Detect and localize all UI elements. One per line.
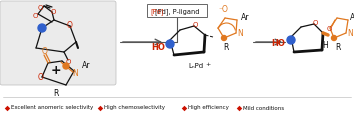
Text: R: R	[223, 42, 229, 52]
FancyBboxPatch shape	[147, 4, 207, 17]
Circle shape	[38, 24, 46, 32]
Text: +: +	[51, 64, 61, 77]
Circle shape	[331, 35, 337, 40]
Text: High efficiency: High efficiency	[188, 106, 229, 111]
Text: HO: HO	[271, 40, 285, 49]
Text: O: O	[42, 47, 48, 57]
Text: [Pd], P-ligand: [Pd], P-ligand	[155, 8, 199, 15]
Text: H: H	[322, 40, 328, 50]
Text: LₙPd: LₙPd	[188, 63, 204, 69]
Text: O: O	[65, 59, 71, 65]
Text: N: N	[237, 30, 243, 39]
Text: Ar: Ar	[241, 13, 249, 22]
Text: ⁻O: ⁻O	[218, 5, 228, 15]
Text: HO: HO	[151, 44, 165, 52]
Text: O: O	[67, 20, 73, 30]
Text: Mild conditions: Mild conditions	[243, 106, 284, 111]
Text: R: R	[53, 89, 59, 97]
Text: O: O	[192, 22, 198, 28]
Text: High chemoselectivity: High chemoselectivity	[104, 106, 165, 111]
Text: Ar: Ar	[82, 60, 90, 69]
Text: O: O	[312, 20, 318, 26]
FancyBboxPatch shape	[0, 1, 116, 85]
Text: N: N	[72, 69, 78, 77]
Text: R: R	[335, 42, 341, 52]
Text: O: O	[326, 26, 332, 32]
Text: O: O	[50, 9, 56, 15]
Text: O: O	[37, 5, 43, 11]
Text: O: O	[38, 72, 44, 82]
Text: Ar: Ar	[350, 13, 354, 22]
Text: N: N	[347, 30, 353, 39]
Text: O: O	[32, 13, 38, 19]
Circle shape	[222, 35, 227, 40]
Text: Excellent anomeric selectivity: Excellent anomeric selectivity	[11, 106, 93, 111]
Text: [Pd]: [Pd]	[150, 8, 164, 15]
Text: +: +	[205, 62, 211, 67]
Circle shape	[287, 36, 295, 44]
Circle shape	[166, 40, 174, 48]
Circle shape	[63, 63, 69, 69]
